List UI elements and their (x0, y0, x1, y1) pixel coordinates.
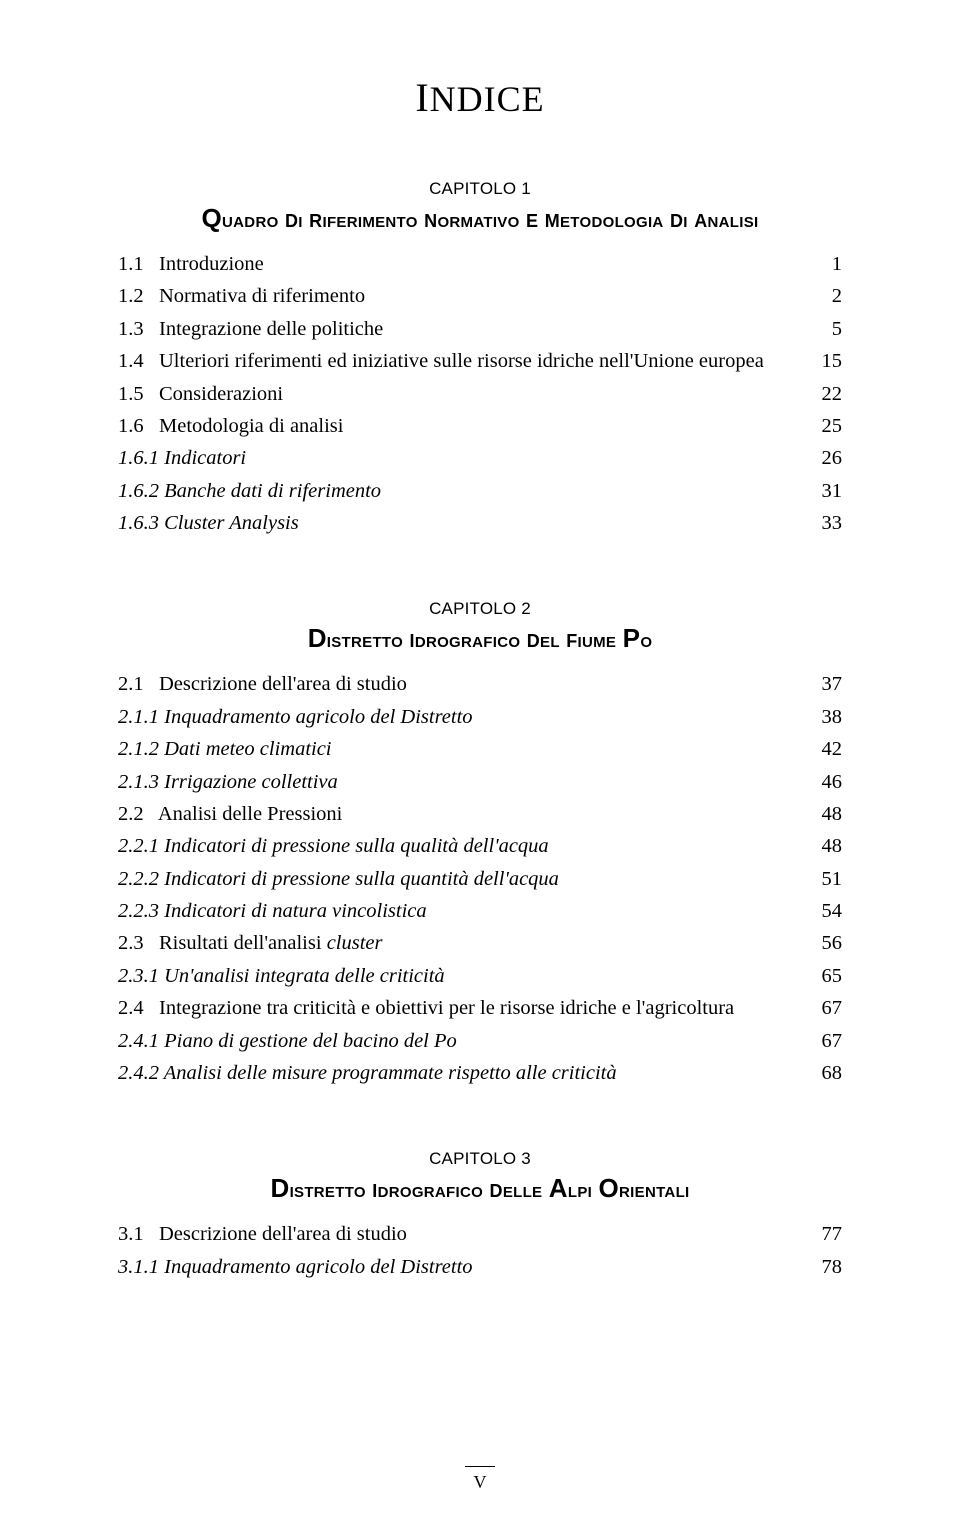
toc-entry-label: 2.2.3 Indicatori di natura vincolistica (118, 895, 822, 927)
toc-line: 2.2.1 Indicatori di pressione sulla qual… (118, 830, 842, 862)
toc-line: 1.2 Normativa di riferimento2 (118, 280, 842, 312)
toc-line: 1.6.3 Cluster Analysis33 (118, 507, 842, 539)
toc-entry-label: 2.4.1 Piano di gestione del bacino del P… (118, 1025, 822, 1057)
page-footer: V (0, 1466, 960, 1493)
toc-entry-page: 5 (832, 313, 842, 345)
toc-entry-page: 26 (822, 442, 843, 474)
toc-entry-page: 78 (822, 1251, 843, 1283)
toc-entry-page: 48 (822, 830, 843, 862)
chapter-title: Distretto idrografico del fiume Po (118, 623, 842, 654)
chapter-label: CAPITOLO 2 (118, 599, 842, 619)
toc-entry-page: 48 (822, 798, 843, 830)
chapter-block: CAPITOLO 1 Quadro di riferimento normativ… (118, 179, 842, 539)
toc-line: 2.1 Descrizione dell'area di studio37 (118, 668, 842, 700)
toc-entry-label: 1.6.3 Cluster Analysis (118, 507, 822, 539)
toc-line: 2.3 Risultati dell'analisi cluster56 (118, 927, 842, 959)
toc-entry-label: 1.2 Normativa di riferimento (118, 280, 832, 312)
toc-entry-label: 1.6.1 Indicatori (118, 442, 822, 474)
toc-entry-label: 3.1 Descrizione dell'area di studio (118, 1218, 822, 1250)
toc-entry-page: 1 (832, 248, 842, 280)
toc-entry-page: 2 (832, 280, 842, 312)
toc-line: 2.1.3 Irrigazione collettiva46 (118, 766, 842, 798)
toc-line: 2.2.3 Indicatori di natura vincolistica5… (118, 895, 842, 927)
toc-entry-label: 2.1.2 Dati meteo climatici (118, 733, 822, 765)
toc-entry-label: 2.1.3 Irrigazione collettiva (118, 766, 822, 798)
toc-line: 2.4.2 Analisi delle misure programmate r… (118, 1057, 842, 1089)
toc-line: 1.6 Metodologia di analisi25 (118, 410, 842, 442)
toc-entry-page: 22 (822, 378, 843, 410)
toc-line: 1.6.2 Banche dati di riferimento31 (118, 475, 842, 507)
toc-line: 1.5 Considerazioni22 (118, 378, 842, 410)
toc-entry-label: 2.4.2 Analisi delle misure programmate r… (118, 1057, 822, 1089)
toc-entry-page: 31 (822, 475, 843, 507)
toc-entry-label: 1.3 Integrazione delle politiche (118, 313, 832, 345)
footer-rule (465, 1466, 495, 1467)
toc-entry-label: 1.4 Ulteriori riferimenti ed iniziative … (118, 345, 822, 377)
toc-entry-page: 51 (822, 863, 843, 895)
toc-entry-page: 77 (822, 1218, 843, 1250)
toc-entry-label: 1.5 Considerazioni (118, 378, 822, 410)
page-title: INDICE (118, 74, 842, 121)
toc-line: 2.3.1 Un'analisi integrata delle critici… (118, 960, 842, 992)
chapter-title: Quadro di riferimento normativo e metodo… (118, 203, 842, 234)
toc-entry-page: 33 (822, 507, 843, 539)
toc-entry-label: 1.6.2 Banche dati di riferimento (118, 475, 822, 507)
toc-entry-label: 2.1 Descrizione dell'area di studio (118, 668, 822, 700)
toc-entry-page: 67 (822, 1025, 843, 1057)
toc-entry-page: 25 (822, 410, 843, 442)
chapter-block: CAPITOLO 2 Distretto idrografico del fium… (118, 599, 842, 1089)
toc-entry-label: 2.4 Integrazione tra criticità e obietti… (118, 992, 822, 1024)
toc-entry-label: 2.2 Analisi delle Pressioni (118, 798, 822, 830)
toc-line: 2.1.1 Inquadramento agricolo del Distret… (118, 701, 842, 733)
toc-entry-label: 1.1 Introduzione (118, 248, 832, 280)
chapter-label: CAPITOLO 3 (118, 1149, 842, 1169)
chapter-block: CAPITOLO 3 Distretto idrografico delle Al… (118, 1149, 842, 1283)
toc-line: 1.3 Integrazione delle politiche5 (118, 313, 842, 345)
toc-line: 1.4 Ulteriori riferimenti ed iniziative … (118, 345, 842, 377)
toc-line: 2.2.2 Indicatori di pressione sulla quan… (118, 863, 842, 895)
toc-entry-label: 2.3 Risultati dell'analisi cluster (118, 927, 822, 959)
toc-entry-page: 68 (822, 1057, 843, 1089)
toc-entry-label: 2.1.1 Inquadramento agricolo del Distret… (118, 701, 822, 733)
page-number: V (474, 1472, 487, 1492)
toc-entry-label: 2.3.1 Un'analisi integrata delle critici… (118, 960, 822, 992)
toc-line: 2.4 Integrazione tra criticità e obietti… (118, 992, 842, 1024)
toc-entry-label: 2.2.1 Indicatori di pressione sulla qual… (118, 830, 822, 862)
toc-entry-page: 37 (822, 668, 843, 700)
toc-entry-page: 67 (822, 992, 843, 1024)
toc-entry-page: 54 (822, 895, 843, 927)
toc-entry-label: 1.6 Metodologia di analisi (118, 410, 822, 442)
chapter-label: CAPITOLO 1 (118, 179, 842, 199)
toc-line: 2.2 Analisi delle Pressioni48 (118, 798, 842, 830)
page: INDICE CAPITOLO 1 Quadro di riferimento n… (0, 0, 960, 1539)
toc-entry-label: 2.2.2 Indicatori di pressione sulla quan… (118, 863, 822, 895)
toc-line: 2.4.1 Piano di gestione del bacino del P… (118, 1025, 842, 1057)
toc-line: 3.1 Descrizione dell'area di studio77 (118, 1218, 842, 1250)
toc-line: 3.1.1 Inquadramento agricolo del Distret… (118, 1251, 842, 1283)
toc-entry-page: 46 (822, 766, 843, 798)
toc-line: 2.1.2 Dati meteo climatici42 (118, 733, 842, 765)
toc-line: 1.1 Introduzione1 (118, 248, 842, 280)
toc-entry-label: 3.1.1 Inquadramento agricolo del Distret… (118, 1251, 822, 1283)
chapters-container: CAPITOLO 1 Quadro di riferimento normativ… (118, 179, 842, 1283)
toc-entry-page: 15 (822, 345, 843, 377)
chapter-title: Distretto idrografico delle Alpi Orienta… (118, 1173, 842, 1204)
toc-line: 1.6.1 Indicatori26 (118, 442, 842, 474)
toc-entry-page: 65 (822, 960, 843, 992)
toc-entry-page: 56 (822, 927, 843, 959)
toc-entry-page: 42 (822, 733, 843, 765)
toc-entry-page: 38 (822, 701, 843, 733)
